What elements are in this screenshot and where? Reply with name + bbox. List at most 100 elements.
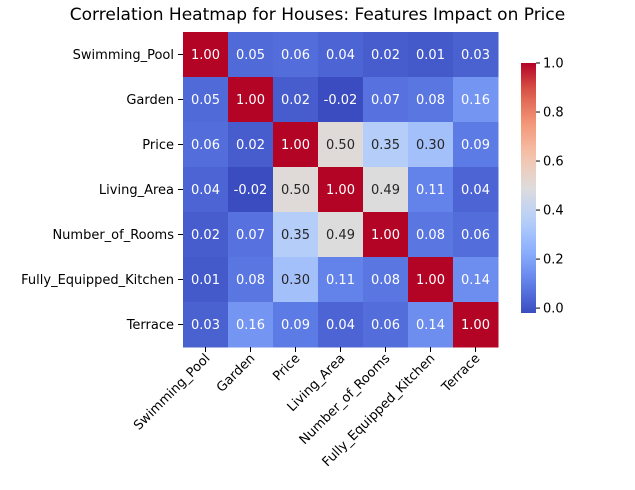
chart-title: Correlation Heatmap for Houses: Features… [69, 5, 566, 25]
cell-annotation-r2-c6: 0.09 [461, 138, 490, 153]
cell-annotation-r1-c2: 0.02 [281, 93, 310, 108]
heatmap-cell-r2-c6 [453, 122, 499, 168]
cell-annotation-r1-c3: -0.02 [324, 93, 358, 108]
heatmap-cell-r5-c3 [318, 257, 364, 303]
cell-annotation-r2-c5: 0.30 [416, 138, 445, 153]
heatmap-cell-r6-c4 [363, 302, 409, 348]
heatmap-cell-r2-c0 [183, 122, 229, 168]
cell-annotation-r4-c0: 0.02 [191, 228, 220, 243]
heatmap-cell-r1-c4 [363, 77, 409, 123]
heatmap-cell-r6-c2 [273, 302, 319, 348]
heatmap-cell-r3-c1 [228, 167, 274, 213]
colorbar-tick-label-4: 0.8 [543, 106, 564, 121]
heatmap-cell-r5-c4 [363, 257, 409, 303]
cell-annotation-r6-c1: 0.16 [236, 318, 265, 333]
cell-annotation-r4-c1: 0.07 [236, 228, 265, 243]
heatmap-cell-r3-c0 [183, 167, 229, 213]
heatmap-cell-r2-c1 [228, 122, 274, 168]
colorbar-tick-label-1: 0.2 [543, 253, 564, 268]
col-label-1: Garden [214, 351, 258, 395]
cell-annotation-r0-c5: 0.01 [416, 48, 445, 63]
cell-annotation-r5-c3: 0.11 [326, 273, 355, 288]
heatmap-cell-r5-c0 [183, 257, 229, 303]
heatmap-cell-r3-c6 [453, 167, 499, 213]
cell-annotation-r1-c6: 0.16 [461, 93, 490, 108]
heatmap-cell-r4-c2 [273, 212, 319, 258]
heatmap-cell-r2-c4 [363, 122, 409, 168]
heatmap-cell-r0-c2 [273, 32, 319, 78]
heatmap-cell-r3-c2 [273, 167, 319, 213]
heatmap-cell-r1-c0 [183, 77, 229, 123]
cell-annotation-r1-c4: 0.07 [371, 93, 400, 108]
heatmap-cell-r6-c0 [183, 302, 229, 348]
cell-annotation-r2-c1: 0.02 [236, 138, 265, 153]
colorbar-tick-label-5: 1.0 [543, 57, 564, 72]
cell-annotation-r4-c2: 0.35 [281, 228, 310, 243]
row-tick-labels: Swimming_Pool Garden Price Living_Area Numbe… [21, 48, 183, 333]
heatmap-cell-r4-c4 [363, 212, 409, 258]
heatmap-cell-r1-c6 [453, 77, 499, 123]
heatmap-cell-r6-c3 [318, 302, 364, 348]
row-label-3: Living_Area [99, 183, 174, 198]
heatmap-cell-r6-c5 [408, 302, 454, 348]
cell-annotations: 1.00 0.05 0.06 0.04 0.02 0.01 0.03 0.05 1.00 0.02… [191, 48, 490, 333]
cell-annotation-r6-c4: 0.06 [371, 318, 400, 333]
row-label-2: Price [142, 138, 174, 153]
cell-annotation-r6-c0: 0.03 [191, 318, 220, 333]
col-tick-labels: Swimming_Pool Garden PriceLiving_AreaNumbe… [131, 347, 483, 470]
heatmap-cell-r2-c2 [273, 122, 319, 168]
cell-annotation-r5-c5: 1.00 [416, 273, 445, 288]
cell-annotation-r1-c5: 0.08 [416, 93, 445, 108]
cell-annotation-r6-c2: 0.09 [281, 318, 310, 333]
cell-annotation-r0-c2: 0.06 [281, 48, 310, 63]
cell-annotation-r5-c4: 0.08 [371, 273, 400, 288]
col-label-6: Terrace [439, 351, 484, 396]
cell-annotation-r1-c1: 1.00 [236, 93, 265, 108]
cell-annotation-r6-c5: 0.14 [416, 318, 445, 333]
heatmap-cell-r0-c0 [183, 32, 229, 78]
cell-annotation-r4-c6: 0.06 [461, 228, 490, 243]
row-label-6: Terrace [126, 318, 174, 333]
heatmap-cell-r4-c0 [183, 212, 229, 258]
colorbar: 0.0 0.2 0.4 0.6 0.8 1.0 [521, 57, 564, 317]
heatmap-cell-r6-c1 [228, 302, 274, 348]
cell-annotation-r3-c1: -0.02 [234, 183, 268, 198]
heatmap-cell-r3-c5 [408, 167, 454, 213]
row-label-1: Garden [126, 93, 174, 108]
cell-annotation-r2-c3: 0.50 [326, 138, 355, 153]
cell-annotation-r3-c0: 0.04 [191, 183, 220, 198]
cell-annotation-r0-c0: 1.00 [191, 48, 220, 63]
heatmap-cell-r5-c2 [273, 257, 319, 303]
cell-annotation-r0-c6: 0.03 [461, 48, 490, 63]
heatmap-cell-r1-c3 [318, 77, 364, 123]
colorbar-tick-label-3: 0.6 [543, 155, 564, 170]
cell-annotation-r2-c0: 0.06 [191, 138, 220, 153]
heatmap-cell-r5-c5 [408, 257, 454, 303]
cell-annotation-r6-c3: 0.04 [326, 318, 355, 333]
heatmap-cell-r4-c1 [228, 212, 274, 258]
heatmap-cell-r6-c6 [453, 302, 499, 348]
heatmap-cell-r2-c5 [408, 122, 454, 168]
cell-annotation-r3-c3: 1.00 [326, 183, 355, 198]
heatmap-cell-r5-c1 [228, 257, 274, 303]
colorbar-gradient [521, 63, 536, 313]
cell-annotation-r5-c6: 0.14 [461, 273, 490, 288]
cell-annotation-r0-c4: 0.02 [371, 48, 400, 63]
cell-annotation-r0-c1: 0.05 [236, 48, 265, 63]
heatmap-cell-r4-c6 [453, 212, 499, 258]
heatmap-cell-r3-c4 [363, 167, 409, 213]
col-label-0: Swimming_Pool [131, 351, 213, 433]
cell-annotation-r4-c4: 1.00 [371, 228, 400, 243]
heatmap-cell-r4-c5 [408, 212, 454, 258]
cell-annotation-r2-c2: 1.00 [281, 138, 310, 153]
heatmap-cell-r5-c6 [453, 257, 499, 303]
heatmap-cell-r2-c3 [318, 122, 364, 168]
cell-annotation-r5-c1: 0.08 [236, 273, 265, 288]
cell-annotation-r4-c5: 0.08 [416, 228, 445, 243]
colorbar-tick-label-0: 0.0 [543, 302, 564, 317]
heatmap-cell-r0-c4 [363, 32, 409, 78]
heatmap-cell-r4-c3 [318, 212, 364, 258]
row-label-5: Fully_Equipped_Kitchen [21, 273, 174, 288]
heatmap-cell-r0-c3 [318, 32, 364, 78]
